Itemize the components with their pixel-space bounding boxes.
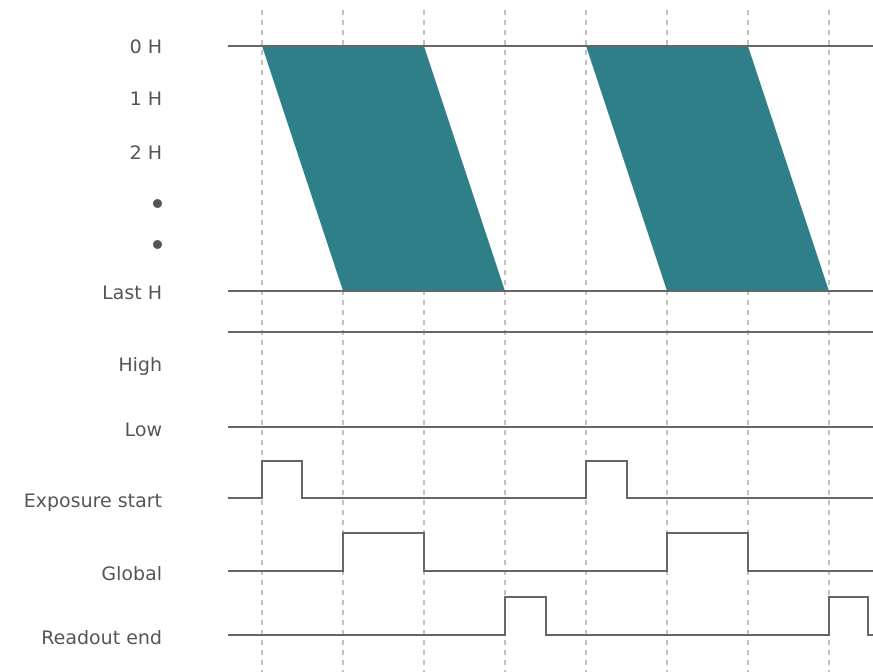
row-label-1h: 1 H (129, 88, 162, 110)
signal-readout-end (228, 596, 873, 636)
row-label-low: Low (124, 419, 162, 441)
row-label-readout-end: Readout end (41, 627, 162, 649)
signal-global (228, 532, 873, 572)
ellipsis-dot-icon (153, 199, 162, 208)
signal-exposure-start (228, 460, 873, 499)
exposure-frame-1 (262, 46, 505, 291)
ellipsis-dot-icon (153, 240, 162, 249)
row-label-high: High (118, 354, 162, 376)
row-label-global: Global (101, 563, 162, 585)
row-label-0h: 0 H (129, 36, 162, 58)
row-label-exposure-start: Exposure start (23, 490, 162, 512)
exposure-frame-2 (586, 46, 829, 291)
row-label-last-h: Last H (102, 282, 162, 304)
row-label-2h: 2 H (129, 142, 162, 164)
